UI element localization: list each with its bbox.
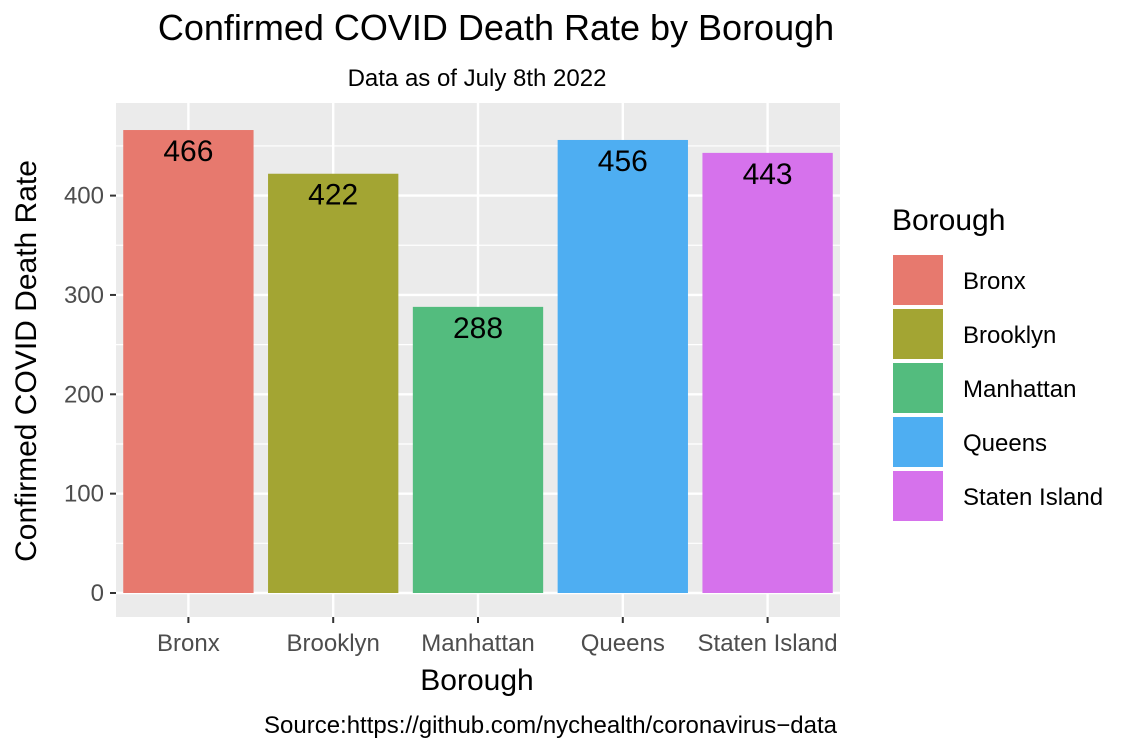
bar: [557, 139, 688, 594]
x-axis: Bronx Brooklyn Manhattan Queens Staten Islan…: [157, 617, 838, 657]
bar: [268, 173, 399, 594]
legend-label: Brooklyn: [963, 322, 1056, 349]
legend-title: Borough: [892, 204, 1005, 237]
bars: [123, 130, 833, 594]
x-tick-label: Staten Island: [698, 630, 838, 657]
bar-data-label: 466: [163, 135, 213, 168]
bar-data-label: 288: [453, 312, 503, 345]
legend-key: [891, 307, 945, 361]
legend-label: Bronx: [963, 268, 1026, 295]
legend-key: [891, 253, 945, 307]
y-tick-label: 300: [64, 282, 104, 309]
legend-label: Manhattan: [963, 376, 1076, 403]
y-tick-label: 200: [64, 381, 104, 408]
bar: [123, 130, 254, 594]
bar-data-label: 443: [743, 158, 793, 191]
bar: [702, 152, 833, 593]
bar: [412, 306, 544, 593]
y-axis: 0 100 200 300 400: [64, 183, 116, 607]
y-tick-label: 400: [64, 183, 104, 210]
bar-labels: 466 422 288 456 443: [163, 135, 792, 345]
bar-data-label: 456: [598, 145, 648, 178]
x-tick-label: Brooklyn: [287, 630, 380, 657]
chart-subtitle: Data as of July 8th 2022: [348, 65, 607, 92]
legend-label: Staten Island: [963, 484, 1103, 511]
legend-key: [891, 361, 945, 415]
x-tick-label: Queens: [581, 630, 665, 657]
chart-title: Confirmed COVID Death Rate by Borough: [158, 7, 834, 48]
legend: Borough Bronx Brooklyn Manhattan Queens Stat…: [891, 204, 1103, 523]
legend-label: Queens: [963, 430, 1047, 457]
chart-caption: Source:https://github.com/nychealth/coro…: [264, 712, 838, 739]
y-axis-title: Confirmed COVID Death Rate: [10, 160, 43, 562]
x-axis-title: Borough: [420, 664, 533, 697]
y-tick-label: 100: [64, 481, 104, 508]
legend-key: [891, 415, 945, 469]
x-tick-label: Bronx: [157, 630, 220, 657]
bar-data-label: 422: [308, 179, 358, 212]
y-tick-label: 0: [91, 580, 104, 607]
x-tick-label: Manhattan: [421, 630, 534, 657]
legend-key: [891, 469, 945, 523]
